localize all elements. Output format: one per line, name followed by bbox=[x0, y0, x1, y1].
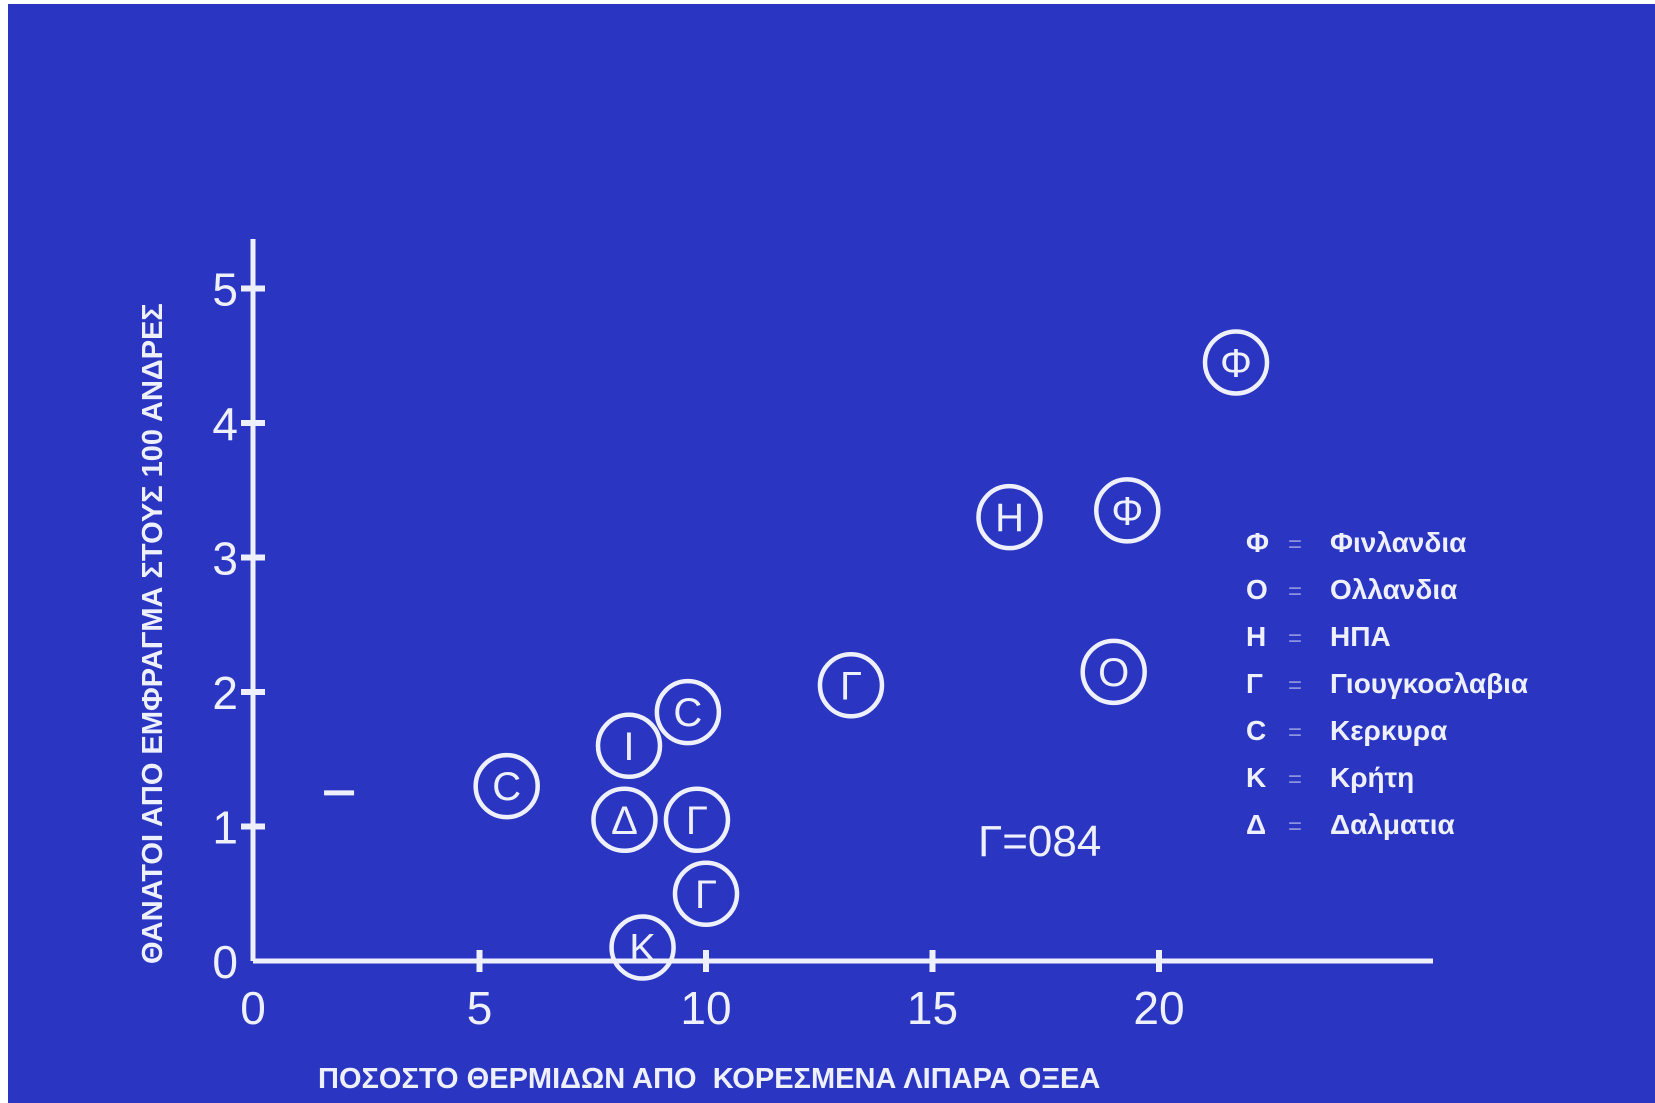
data-point-marker bbox=[609, 914, 676, 981]
legend-separator: = bbox=[1288, 813, 1302, 840]
data-point: Ι bbox=[595, 712, 663, 780]
legend-separator: = bbox=[1288, 719, 1302, 746]
legend-symbol: C bbox=[1246, 715, 1266, 746]
y-axis-label: ΘΑΝΑΤΟΙ ΑΠΟ ΕΜΦΡΑΓΜΑ ΣΤΟΥΣ 100 ΑΝΔΡΕΣ bbox=[137, 303, 169, 964]
x-axis-label: ΠΟΣΟΣΤΟ ΘΕΡΜΙΔΩΝ ΑΠΟ ΚΟΡΕΣΜΕΝΑ ΛΙΠΑΡΑ ΟΞ… bbox=[318, 1063, 1100, 1095]
y-tick-label: 4 bbox=[212, 398, 238, 450]
legend-separator: = bbox=[1288, 531, 1302, 558]
data-point-marker bbox=[591, 786, 658, 854]
legend-separator: = bbox=[1288, 578, 1302, 605]
legend: Φ = Φινλανδια Ο = Ολλανδια Η = ΗΠΑ Γ = Γιουγκοσλαβι… bbox=[1246, 527, 1528, 840]
data-point: Γ bbox=[817, 652, 885, 719]
data-point-label: Δ bbox=[611, 799, 638, 843]
legend-name: Κρήτη bbox=[1330, 762, 1414, 793]
x-tick-label: 15 bbox=[907, 982, 958, 1034]
x-tick-label: 5 bbox=[467, 982, 493, 1034]
legend-name: ΗΠΑ bbox=[1330, 621, 1391, 652]
legend-symbol: Γ bbox=[1246, 668, 1263, 699]
legend-separator: = bbox=[1288, 625, 1302, 652]
data-point-marker bbox=[654, 678, 722, 746]
data-point-marker bbox=[1202, 329, 1270, 396]
data-point-marker bbox=[595, 712, 663, 780]
data-point: C bbox=[473, 752, 540, 820]
legend-entry: Κ = Κρήτη bbox=[1246, 762, 1414, 793]
axes: 0 5 10 15 20 0 1 2 3 4 5 bbox=[212, 239, 1433, 1034]
legend-separator: = bbox=[1288, 672, 1302, 699]
y-tick-label: 1 bbox=[212, 802, 238, 854]
legend-name: Ολλανδια bbox=[1330, 574, 1457, 605]
legend-symbol: Κ bbox=[1246, 762, 1266, 793]
legend-entry: Η = ΗΠΑ bbox=[1246, 621, 1391, 652]
data-point: Δ bbox=[591, 786, 658, 854]
data-point: Φ bbox=[1202, 329, 1270, 396]
legend-entry: Γ = Γιουγκοσλαβια bbox=[1246, 668, 1528, 699]
y-tick-label: 5 bbox=[212, 264, 238, 316]
data-point-marker bbox=[672, 860, 740, 927]
data-point-label: Γ bbox=[840, 664, 862, 708]
data-point-label: Φ bbox=[1111, 489, 1143, 533]
data-point-marker bbox=[473, 752, 540, 820]
legend-entry: Φ = Φινλανδια bbox=[1246, 527, 1466, 558]
data-point-marker bbox=[976, 483, 1043, 551]
data-point: Η bbox=[976, 483, 1043, 551]
legend-entry: Ο = Ολλανδια bbox=[1246, 574, 1457, 605]
legend-name: Φινλανδια bbox=[1330, 527, 1466, 558]
legend-symbol: Ο bbox=[1246, 574, 1268, 605]
y-tick-label: 3 bbox=[212, 533, 238, 585]
x-tick-label: 0 bbox=[240, 982, 266, 1034]
x-tick-label: 10 bbox=[680, 982, 731, 1034]
data-point-marker bbox=[1080, 638, 1147, 706]
correlation-annotation: Γ=084 bbox=[978, 817, 1101, 866]
data-point-label: Φ bbox=[1220, 341, 1252, 385]
y-tick-label: 2 bbox=[212, 667, 238, 719]
legend-symbol: Δ bbox=[1246, 809, 1266, 840]
data-point-label: Ο bbox=[1098, 651, 1129, 695]
data-point: Γ bbox=[663, 786, 731, 854]
data-point-label: C bbox=[673, 691, 702, 735]
data-point-label: Γ bbox=[695, 873, 717, 917]
legend-entry: Δ = Δαλματια bbox=[1246, 809, 1455, 840]
y-tick-label: 0 bbox=[212, 936, 238, 988]
data-point: C bbox=[654, 678, 722, 746]
data-point-marker bbox=[663, 786, 731, 854]
legend-separator: = bbox=[1288, 766, 1302, 793]
data-point-marker bbox=[817, 652, 885, 719]
data-point-label: C bbox=[492, 765, 521, 809]
data-point-label: Γ bbox=[686, 799, 708, 843]
legend-entry: C = Κερκυρα bbox=[1246, 715, 1447, 746]
data-point-label: Ι bbox=[623, 725, 634, 769]
data-point-marker bbox=[1094, 477, 1161, 544]
legend-name: Δαλματια bbox=[1330, 809, 1455, 840]
x-tick-label: 20 bbox=[1133, 982, 1184, 1034]
data-point: Ο bbox=[1080, 638, 1147, 706]
legend-name: Κερκυρα bbox=[1330, 715, 1447, 746]
legend-symbol: Φ bbox=[1246, 527, 1269, 558]
data-point-label: Η bbox=[995, 496, 1024, 540]
legend-name: Γιουγκοσλαβια bbox=[1330, 668, 1528, 699]
data-point-label: Κ bbox=[629, 927, 656, 971]
data-point: Φ bbox=[1094, 477, 1161, 544]
data-point: Γ bbox=[672, 860, 740, 927]
data-point: Κ bbox=[609, 914, 676, 981]
legend-symbol: Η bbox=[1246, 621, 1266, 652]
